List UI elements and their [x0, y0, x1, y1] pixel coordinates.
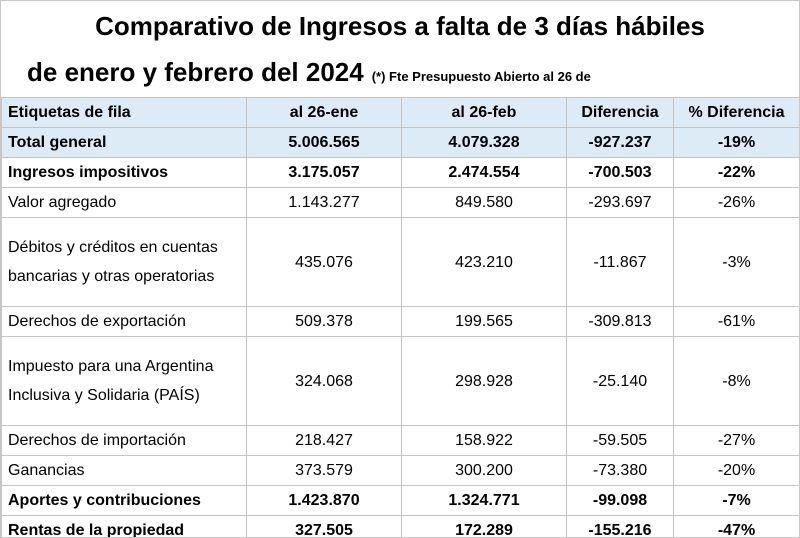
row-label: Aportes y contribuciones — [1, 485, 247, 516]
cell: 1.143.277 — [246, 187, 402, 218]
table: Etiquetas de fila al 26-ene al 26-feb Difer… — [1, 97, 799, 537]
cell: 1.423.870 — [246, 485, 402, 516]
cell: 423.210 — [401, 217, 567, 307]
cell: -7% — [673, 485, 799, 516]
cell: 1.324.771 — [401, 485, 567, 516]
cell: -25.140 — [566, 336, 674, 426]
cell: 435.076 — [246, 217, 402, 307]
cell: -293.697 — [566, 187, 674, 218]
cell: -99.098 — [566, 485, 674, 516]
column-header: % Diferencia — [673, 97, 799, 128]
cell: -73.380 — [566, 455, 674, 486]
cell: -22% — [673, 157, 799, 188]
row-label: Derechos de exportación — [1, 306, 247, 337]
row-label: Débitos y créditos en cuentas bancarias … — [1, 217, 247, 307]
cell: 4.079.328 — [401, 127, 567, 158]
table-row: Derechos de exportación 509.378 199.565 -30… — [1, 306, 799, 337]
cell: -155.216 — [566, 515, 674, 537]
cell: -20% — [673, 455, 799, 486]
column-header: Etiquetas de fila — [1, 97, 247, 128]
cell: 199.565 — [401, 306, 567, 337]
table-row: Débitos y créditos en cuentas bancarias … — [1, 217, 799, 307]
row-label: Ganancias — [1, 455, 247, 486]
title: Comparativo de Ingresos a falta de 3 día… — [95, 11, 705, 41]
cell: -700.503 — [566, 157, 674, 188]
table-row: Ganancias 373.579 300.200 -73.380 -20% — [1, 455, 799, 486]
title-line: de enero y febrero del 2024 (*) Fte Presu… — [27, 57, 799, 88]
cell: -11.867 — [566, 217, 674, 307]
table-row: Ingresos impositivos 3.175.057 2.474.554 -7… — [1, 157, 799, 188]
cell: 158.922 — [401, 425, 567, 456]
row-label: Ingresos impositivos — [1, 157, 247, 188]
cell: -26% — [673, 187, 799, 218]
row-label: Impuesto para una Argentina Inclusiva y … — [1, 336, 247, 426]
cell: 2.474.554 — [401, 157, 567, 188]
cell: 172.289 — [401, 515, 567, 537]
table-row: Valor agregado 1.143.277 849.580 -293.697 -2… — [1, 187, 799, 218]
cell: 509.378 — [246, 306, 402, 337]
cell: 300.200 — [401, 455, 567, 486]
table-row: Aportes y contribuciones 1.423.870 1.324.7… — [1, 485, 799, 516]
cell: -19% — [673, 127, 799, 158]
table-row: Impuesto para una Argentina Inclusiva y … — [1, 336, 799, 426]
cell: 324.068 — [246, 336, 402, 426]
table-row: Derechos de importación 218.427 158.922 -59… — [1, 425, 799, 456]
cell: 5.006.565 — [246, 127, 402, 158]
cell: 218.427 — [246, 425, 402, 456]
row-label: Valor agregado — [1, 187, 247, 218]
cell: -3% — [673, 217, 799, 307]
header-row: Etiquetas de fila al 26-ene al 26-feb Difer… — [1, 97, 799, 128]
cell: 849.580 — [401, 187, 567, 218]
column-header: Diferencia — [566, 97, 674, 128]
cell: -59.505 — [566, 425, 674, 456]
cell: 373.579 — [246, 455, 402, 486]
cell: 3.175.057 — [246, 157, 402, 188]
cell: 298.928 — [401, 336, 567, 426]
cell: 327.505 — [246, 515, 402, 537]
cell: -27% — [673, 425, 799, 456]
title: de enero y febrero del 2024 — [27, 57, 364, 87]
cell: -8% — [673, 336, 799, 426]
table-row: Total general 5.006.565 4.079.328 -927.237-… — [1, 127, 799, 158]
cell: -61% — [673, 306, 799, 337]
row-label: Derechos de importación — [1, 425, 247, 456]
cell: -309.813 — [566, 306, 674, 337]
column-header: al 26-ene — [246, 97, 402, 128]
row-label: Total general — [1, 127, 247, 158]
table-row: Rentas de la propiedad 327.505 172.289 -155… — [1, 515, 799, 537]
column-header: al 26-feb — [401, 97, 567, 128]
cell: -47% — [673, 515, 799, 537]
note: (*) Fte Presupuesto Abierto al 26 de — [371, 69, 591, 84]
cell: -927.237 — [566, 127, 674, 158]
row-label: Rentas de la propiedad — [1, 515, 247, 537]
